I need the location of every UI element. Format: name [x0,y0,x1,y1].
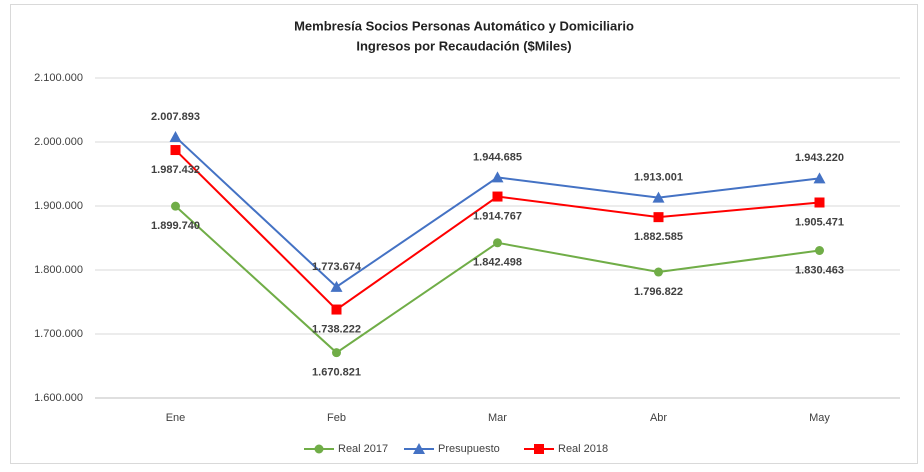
data-label: 1.913.001 [634,172,683,184]
point [813,172,826,184]
data-label: 1.796.822 [634,286,683,298]
data-label: 2.007.893 [151,111,200,123]
point [331,304,342,315]
y-tick-label: 1.900.000 [34,200,83,212]
legend-marker [534,444,544,454]
y-tick-label: 1.700.000 [34,328,83,340]
point [170,145,181,156]
x-tick-label: Feb [327,412,346,424]
y-tick-label: 1.800.000 [34,264,83,276]
point [332,348,341,358]
data-label: 1.905.471 [795,216,844,228]
y-tick-label: 2.100.000 [34,72,83,84]
data-label: 1.943.220 [795,152,844,164]
x-tick-label: Ene [166,412,186,424]
point [169,130,182,142]
data-label: 1.899.740 [151,220,200,232]
legend-label: Presupuesto [438,443,500,455]
point [814,197,825,208]
x-tick-label: Mar [488,412,507,424]
point [491,171,504,183]
point [171,201,180,211]
legend-marker [314,444,324,454]
chart-border [10,4,918,464]
chart-subtitle: Ingresos por Recaudación ($Miles) [356,38,571,53]
legend-label: Real 2017 [338,443,388,455]
point [654,267,663,277]
point [653,212,664,223]
data-label: 1.738.222 [312,323,361,335]
x-tick-label: Abr [650,412,667,424]
legend-label: Real 2018 [558,443,608,455]
data-label: 1.842.498 [473,257,522,269]
y-tick-label: 1.600.000 [34,392,83,404]
point [493,238,502,248]
data-label: 1.987.432 [151,164,200,176]
point [492,191,503,202]
data-label: 1.914.767 [473,210,522,222]
data-label: 1.670.821 [312,367,361,379]
legend-marker [413,443,425,454]
x-tick-label: May [809,412,830,424]
y-tick-label: 2.000.000 [34,136,83,148]
data-label: 1.773.674 [312,261,362,273]
data-label: 1.882.585 [634,231,683,243]
chart-title: Membresía Socios Personas Automático y D… [294,18,634,33]
data-label: 1.830.463 [795,264,844,276]
data-label: 1.944.685 [473,151,522,163]
point [815,246,824,256]
point [652,191,665,203]
point [330,280,343,292]
